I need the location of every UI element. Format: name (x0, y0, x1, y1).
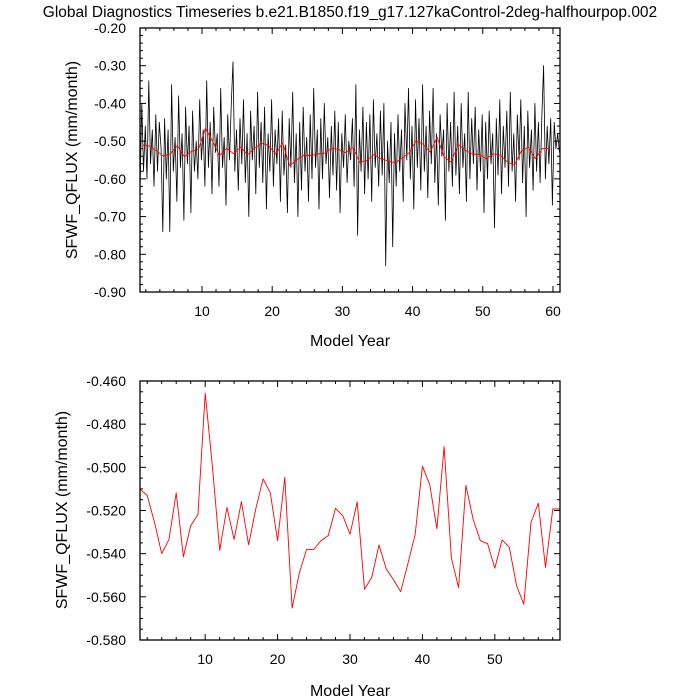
x-tick-label: 20 (270, 651, 286, 667)
top-panel: SFWF_QFLUX (mm/month) Model Year -0.90 -0… (64, 20, 561, 350)
y-tick-label: -0.50 (94, 133, 126, 149)
x-axis-label: Model Year (310, 333, 391, 350)
x-axis-label: Model Year (310, 683, 391, 700)
x-tick-label: 50 (475, 303, 491, 319)
y-tick-label: -0.20 (94, 20, 126, 36)
series-line-annual (139, 392, 560, 609)
y-tick-label: -0.500 (86, 459, 126, 475)
x-tick-label: 40 (405, 303, 421, 319)
x-tick-label: 30 (342, 651, 358, 667)
y-tick-label: -0.30 (94, 58, 126, 74)
x-tick-label: 10 (194, 303, 210, 319)
y-tick-label: -0.580 (86, 632, 126, 648)
x-tick-label: 60 (545, 303, 561, 319)
x-tick-label: 20 (264, 303, 280, 319)
x-tick-label: 50 (487, 651, 503, 667)
series-line-monthly (139, 61, 560, 267)
y-tick-label: -0.60 (94, 171, 126, 187)
figure-title: Global Diagnostics Timeseries b.e21.B185… (43, 4, 657, 21)
x-tick-label: 40 (415, 651, 431, 667)
x-tick-label: 30 (335, 303, 351, 319)
y-tick-label: -0.460 (86, 373, 126, 389)
plot-frame (139, 380, 561, 641)
y-axis-label: SFWF_QFLUX (mm/month) (54, 411, 71, 609)
plot-frame (139, 27, 561, 293)
y-tick-label: -0.70 (94, 209, 126, 225)
y-axis-label: SFWF_QFLUX (mm/month) (64, 61, 81, 259)
x-tick-label: 10 (197, 651, 213, 667)
bottom-panel: SFWF_QFLUX (mm/month) Model Year -0.580 -… (54, 373, 561, 700)
y-tick-label: -0.90 (94, 284, 126, 300)
y-tick-label: -0.480 (86, 416, 126, 432)
series-line-annual-mean (142, 127, 550, 167)
y-tick-label: -0.520 (86, 503, 126, 519)
y-tick-label: -0.40 (94, 95, 126, 111)
y-tick-label: -0.80 (94, 246, 126, 262)
y-tick-label: -0.560 (86, 589, 126, 605)
y-tick-label: -0.540 (86, 546, 126, 562)
